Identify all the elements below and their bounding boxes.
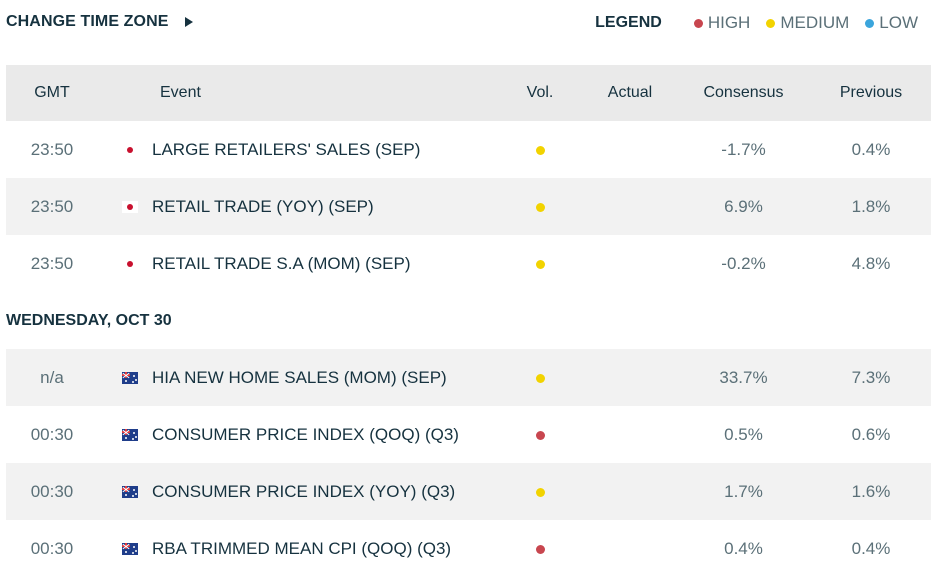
high-volatility-icon: [535, 430, 545, 440]
calendar-header: CHANGE TIME ZONE LEGEND HIGH MEDIUM LOW: [0, 0, 942, 46]
event-consensus: 1.7%: [724, 481, 763, 501]
column-header-previous: Previous: [839, 84, 903, 101]
play-arrow-icon: [184, 17, 193, 27]
event-consensus: -0.2%: [721, 253, 766, 273]
event-name[interactable]: RETAIL TRADE S.A (MOM) (SEP): [152, 253, 411, 273]
event-previous: 0.4%: [851, 538, 891, 558]
low-dot-icon: [865, 18, 875, 28]
event-time: 00:30: [30, 538, 74, 558]
event-previous: 0.6%: [851, 424, 891, 444]
medium-volatility-icon: [535, 259, 545, 269]
event-consensus: 0.4%: [724, 538, 763, 558]
event-time: n/a: [40, 367, 64, 387]
column-header-gmt: GMT: [34, 84, 70, 101]
event-name[interactable]: CONSUMER PRICE INDEX (YOY) (Q3): [152, 481, 456, 501]
legend-item-low: LOW: [865, 13, 918, 33]
legend: LEGEND HIGH MEDIUM LOW: [595, 13, 918, 33]
event-previous: 7.3%: [851, 367, 891, 387]
table-row[interactable]: 00:30 CONSUMER PRICE INDEX (QOQ) (Q3) 0.…: [6, 406, 931, 463]
australia-flag-icon: [122, 372, 138, 385]
economic-calendar-table: GMT Event Vol. Actual Consensus Previous…: [6, 65, 931, 577]
legend-item-high: HIGH: [693, 13, 751, 33]
high-dot-icon: [693, 18, 703, 28]
japan-flag-icon: [122, 144, 138, 157]
column-header-event: Event: [160, 84, 201, 101]
event-actual: [584, 235, 676, 292]
event-actual: [584, 406, 676, 463]
column-header-actual: Actual: [607, 84, 653, 101]
high-volatility-icon: [535, 544, 545, 554]
event-time: 00:30: [30, 481, 74, 501]
column-header-vol: Vol.: [526, 84, 554, 101]
event-time: 23:50: [30, 253, 74, 273]
australia-flag-icon: [122, 543, 138, 556]
change-time-zone-label: CHANGE TIME ZONE: [6, 13, 169, 30]
table-row[interactable]: 00:30 RBA TRIMMED MEAN CPI (QOQ) (Q3) 0.…: [6, 520, 931, 577]
event-consensus: 33.7%: [719, 367, 768, 387]
table-row[interactable]: 23:50 RETAIL TRADE (YOY) (SEP) 6.9% 1.8%: [6, 178, 931, 235]
japan-flag-icon: [122, 201, 138, 214]
legend-title: LEGEND: [595, 14, 662, 31]
table-row[interactable]: 00:30 CONSUMER PRICE INDEX (YOY) (Q3) 1.…: [6, 463, 931, 520]
event-actual: [584, 520, 676, 577]
event-actual: [584, 349, 676, 406]
event-actual: [584, 463, 676, 520]
australia-flag-icon: [122, 486, 138, 499]
event-consensus: -1.7%: [721, 139, 766, 159]
table-row[interactable]: 23:50 LARGE RETAILERS' SALES (SEP) -1.7%…: [6, 121, 931, 178]
medium-volatility-icon: [535, 202, 545, 212]
event-name[interactable]: RBA TRIMMED MEAN CPI (QOQ) (Q3): [152, 538, 452, 558]
day-header: WEDNESDAY, OCT 30: [6, 311, 172, 329]
event-time: 23:50: [30, 139, 74, 159]
event-previous: 0.4%: [851, 139, 891, 159]
legend-label-high: HIGH: [707, 13, 751, 32]
legend-label-low: LOW: [879, 13, 918, 32]
event-previous: 1.8%: [851, 196, 891, 216]
legend-item-medium: MEDIUM: [766, 13, 849, 33]
medium-volatility-icon: [535, 145, 545, 155]
event-previous: 4.8%: [851, 253, 891, 273]
event-name[interactable]: CONSUMER PRICE INDEX (QOQ) (Q3): [152, 424, 459, 444]
table-header-row: GMT Event Vol. Actual Consensus Previous: [6, 65, 931, 121]
event-consensus: 6.9%: [724, 196, 763, 216]
day-header-row: WEDNESDAY, OCT 30: [6, 292, 931, 349]
event-time: 23:50: [30, 196, 74, 216]
medium-volatility-icon: [535, 373, 545, 383]
table-row[interactable]: n/a HIA NEW HOME SALES (MOM) (SEP) 33.7%…: [6, 349, 931, 406]
column-header-flag: [98, 65, 140, 121]
column-header-consensus: Consensus: [703, 84, 784, 101]
legend-label-medium: MEDIUM: [780, 13, 850, 32]
event-actual: [584, 121, 676, 178]
japan-flag-icon: [122, 258, 138, 271]
medium-volatility-icon: [535, 487, 545, 497]
event-previous: 1.6%: [851, 481, 891, 501]
medium-dot-icon: [766, 18, 776, 28]
australia-flag-icon: [122, 429, 138, 442]
event-name[interactable]: LARGE RETAILERS' SALES (SEP): [152, 139, 421, 159]
change-time-zone-button[interactable]: CHANGE TIME ZONE: [6, 13, 193, 31]
event-time: 00:30: [30, 424, 74, 444]
event-consensus: 0.5%: [724, 424, 763, 444]
table-row[interactable]: 23:50 RETAIL TRADE S.A (MOM) (SEP) -0.2%…: [6, 235, 931, 292]
event-actual: [584, 178, 676, 235]
event-name[interactable]: RETAIL TRADE (YOY) (SEP): [152, 196, 374, 216]
event-name[interactable]: HIA NEW HOME SALES (MOM) (SEP): [152, 367, 447, 387]
